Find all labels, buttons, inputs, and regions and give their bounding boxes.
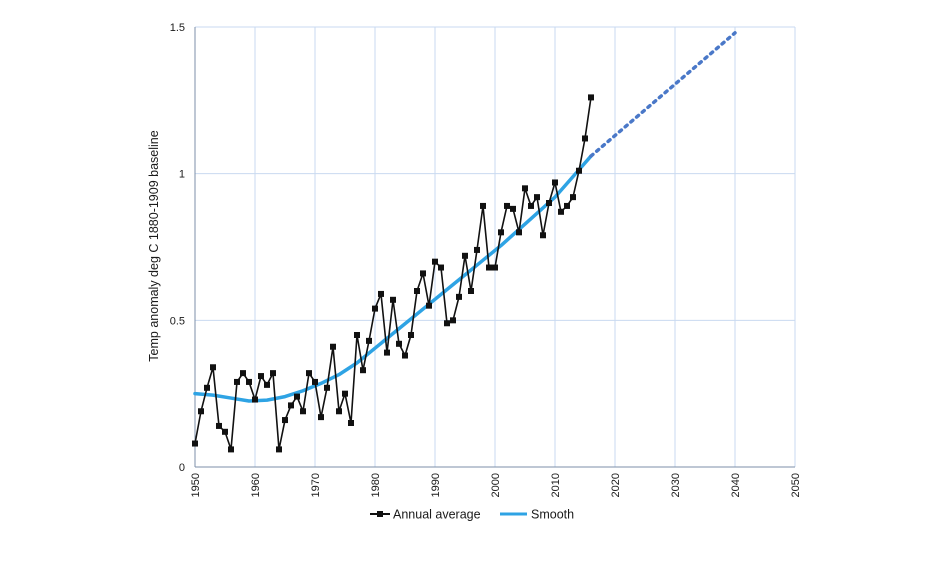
y-axis-title: Temp anomaly deg C 1880-1909 baseline xyxy=(147,130,161,361)
x-tick-label: 2010 xyxy=(550,473,562,497)
data-point-annual-1991 xyxy=(438,264,444,271)
data-point-annual-1960 xyxy=(252,396,258,403)
data-point-annual-1978 xyxy=(360,367,366,374)
data-point-annual-1987 xyxy=(414,288,420,294)
x-tick-label: 1970 xyxy=(310,473,322,497)
data-point-annual-1985 xyxy=(402,352,408,359)
legend-item-smooth: Smooth xyxy=(500,508,574,522)
data-point-annual-1970 xyxy=(312,378,318,385)
data-point-annual-2008 xyxy=(540,232,546,239)
data-point-annual-2016 xyxy=(588,94,594,101)
data-point-annual-2006 xyxy=(528,202,534,209)
data-point-annual-1969 xyxy=(306,370,312,377)
data-point-annual-1957 xyxy=(234,378,240,385)
data-point-annual-2001 xyxy=(498,229,504,236)
x-tick-label: 2040 xyxy=(730,473,742,497)
data-point-annual-1997 xyxy=(474,246,480,253)
data-point-annual-1972 xyxy=(324,384,330,391)
data-point-annual-1998 xyxy=(480,202,486,209)
data-point-annual-2010 xyxy=(552,179,558,186)
data-point-annual-1989 xyxy=(426,302,432,309)
data-point-annual-1967 xyxy=(294,393,300,400)
series-line-projection xyxy=(589,31,737,158)
x-tick-label: 2050 xyxy=(790,473,802,497)
x-tick-label: 1960 xyxy=(250,473,262,497)
data-point-annual-1961 xyxy=(258,373,264,380)
y-tick-label: 0.5 xyxy=(170,315,185,327)
data-point-annual-1973 xyxy=(330,343,336,350)
data-point-annual-1953 xyxy=(210,364,216,371)
data-point-annual-2005 xyxy=(522,185,528,192)
data-point-annual-1951 xyxy=(198,408,204,415)
series-layer xyxy=(192,31,737,453)
x-tick-label: 2000 xyxy=(490,473,502,497)
data-point-annual-1982 xyxy=(384,349,390,356)
data-point-annual-1966 xyxy=(288,402,294,409)
data-point-annual-1981 xyxy=(378,290,384,297)
grid xyxy=(195,26,796,467)
data-point-annual-2011 xyxy=(558,208,564,215)
legend-label-smooth: Smooth xyxy=(531,508,574,522)
data-point-annual-1974 xyxy=(336,408,342,415)
y-tick-label: 1 xyxy=(179,169,185,181)
data-point-annual-1983 xyxy=(390,296,396,303)
data-point-annual-1975 xyxy=(342,390,348,397)
data-point-annual-1963 xyxy=(270,370,276,377)
tick-labels: 0 0.5 1 1.5 1950 1960 1970 1980 1990 2000 2010 2020… xyxy=(170,22,802,497)
data-point-annual-1965 xyxy=(282,417,288,424)
y-tick-label: 0 xyxy=(179,462,185,474)
data-point-annual-2003 xyxy=(510,205,516,212)
data-point-annual-1979 xyxy=(366,337,372,344)
data-point-annual-1956 xyxy=(228,446,234,453)
data-point-annual-2012 xyxy=(564,202,570,209)
legend-marker-annual-average xyxy=(377,511,383,517)
data-point-annual-1999 xyxy=(486,264,492,271)
data-point-annual-2015 xyxy=(582,135,588,142)
data-point-annual-1952 xyxy=(204,384,210,391)
data-point-annual-1984 xyxy=(396,340,402,347)
data-point-annual-2000 xyxy=(492,264,498,271)
data-point-annual-1996 xyxy=(468,288,474,294)
x-tick-label: 1990 xyxy=(430,473,442,497)
data-point-annual-1988 xyxy=(420,270,426,277)
x-tick-label: 2030 xyxy=(670,473,682,497)
data-point-annual-1959 xyxy=(246,378,252,385)
data-point-annual-1962 xyxy=(264,381,270,388)
data-point-annual-2002 xyxy=(504,202,510,209)
data-point-annual-1994 xyxy=(456,293,462,300)
data-point-annual-1993 xyxy=(450,317,456,324)
data-point-annual-2013 xyxy=(570,194,576,201)
legend: Annual average Smooth xyxy=(370,508,574,522)
data-point-annual-1980 xyxy=(372,305,378,312)
legend-label-annual-average: Annual average xyxy=(393,508,481,522)
y-tick-label: 1.5 xyxy=(170,22,185,34)
data-point-annual-1950 xyxy=(192,440,198,447)
data-point-annual-2014 xyxy=(576,167,582,174)
data-point-annual-1968 xyxy=(300,408,306,415)
series-line-smooth xyxy=(193,154,593,403)
legend-item-annual-average: Annual average xyxy=(370,508,481,522)
data-point-annual-2007 xyxy=(534,194,540,201)
data-point-annual-1958 xyxy=(240,370,246,377)
data-point-annual-1990 xyxy=(432,258,438,265)
x-tick-label: 1950 xyxy=(190,473,202,497)
data-point-annual-1977 xyxy=(354,332,360,338)
data-point-annual-1992 xyxy=(444,320,450,327)
data-point-annual-1976 xyxy=(348,420,354,426)
data-point-annual-2009 xyxy=(546,200,552,206)
data-point-annual-1955 xyxy=(222,428,228,435)
x-tick-label: 1980 xyxy=(370,473,382,497)
data-point-annual-1986 xyxy=(408,332,414,338)
data-point-annual-1971 xyxy=(318,414,324,421)
x-tick-label: 2020 xyxy=(610,473,622,497)
data-point-annual-1995 xyxy=(462,252,468,259)
data-point-annual-1964 xyxy=(276,446,282,453)
data-point-annual-1954 xyxy=(216,422,222,429)
data-point-annual-2004 xyxy=(516,229,522,236)
